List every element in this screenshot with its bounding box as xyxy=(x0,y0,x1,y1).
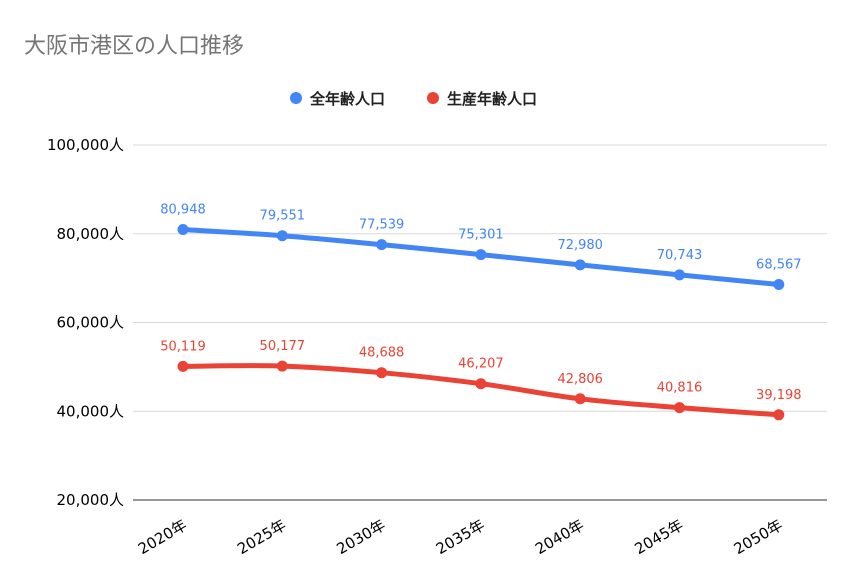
data-point xyxy=(177,360,189,372)
data-point xyxy=(674,269,685,281)
y-tick-label: 60,000人 xyxy=(57,314,125,332)
data-point xyxy=(674,402,685,414)
data-point xyxy=(475,378,487,390)
data-label: 39,198 xyxy=(756,388,802,403)
x-tick-label: 2050年 xyxy=(731,516,786,558)
x-tick-label: 2045年 xyxy=(631,516,686,558)
series-group: 80,948 79,551 77,539 75,301 72,980 70,743 68,5… xyxy=(160,203,802,421)
data-point xyxy=(773,409,785,421)
y-axis: 20,000人 40,000人 60,000人 80,000人 100,000人 xyxy=(47,136,124,509)
data-point xyxy=(276,230,288,242)
legend-marker xyxy=(290,92,302,104)
data-point xyxy=(574,259,586,271)
data-label: 68,567 xyxy=(756,257,802,272)
data-point xyxy=(773,278,785,290)
y-tick-label: 80,000人 xyxy=(57,225,125,243)
data-label: 42,806 xyxy=(557,372,603,387)
data-point xyxy=(276,360,288,372)
legend-label: 生産年齢人口 xyxy=(447,90,537,108)
x-tick-label: 2040年 xyxy=(532,516,587,558)
y-tick-label: 100,000人 xyxy=(47,136,124,154)
gridlines xyxy=(133,144,827,501)
legend-marker xyxy=(427,92,439,104)
data-label: 80,948 xyxy=(160,203,206,218)
data-label: 40,816 xyxy=(657,381,703,396)
data-point xyxy=(177,224,189,236)
data-label: 70,743 xyxy=(657,248,703,263)
data-label: 48,688 xyxy=(359,346,405,361)
data-label: 79,551 xyxy=(260,209,306,224)
x-axis: 2020年 2025年 2030年 2035年 2040年 2045年 2050年 xyxy=(135,516,786,558)
legend: 全年齢人口 生産年齢人口 xyxy=(290,90,537,108)
y-tick-label: 40,000人 xyxy=(57,402,125,420)
data-label: 46,207 xyxy=(458,357,504,372)
data-label: 50,119 xyxy=(160,339,206,354)
series-2: 50,119 50,177 48,688 46,207 42,806 40,816 39,1… xyxy=(160,339,802,421)
data-label: 75,301 xyxy=(458,228,504,243)
data-point xyxy=(475,249,487,261)
data-point xyxy=(574,393,586,405)
series-1: 80,948 79,551 77,539 75,301 72,980 70,743 68,5… xyxy=(160,203,802,290)
data-point xyxy=(376,367,388,379)
legend-label: 全年齢人口 xyxy=(309,90,385,108)
data-label: 50,177 xyxy=(260,339,306,354)
x-tick-label: 2030年 xyxy=(334,516,389,558)
x-tick-label: 2025年 xyxy=(234,516,289,558)
x-tick-label: 2020年 xyxy=(135,516,190,558)
x-tick-label: 2035年 xyxy=(433,516,488,558)
y-tick-label: 20,000人 xyxy=(57,491,125,509)
chart-title: 大阪市港区の人口推移 xyxy=(24,34,245,59)
data-point xyxy=(376,239,388,251)
data-label: 77,539 xyxy=(359,218,405,233)
data-label: 72,980 xyxy=(557,238,603,253)
